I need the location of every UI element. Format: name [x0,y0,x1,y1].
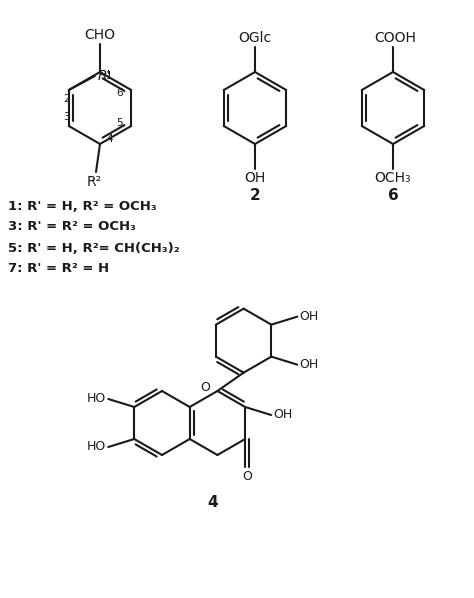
Text: 5: 5 [116,118,122,128]
Text: R': R' [98,69,111,83]
Text: OCH₃: OCH₃ [374,171,411,185]
Text: O: O [242,470,252,483]
Text: OGlc: OGlc [238,31,272,45]
Text: OH: OH [300,310,319,323]
Text: 1: R' = H, R² = OCH₃: 1: R' = H, R² = OCH₃ [8,200,156,212]
Text: OH: OH [245,171,265,185]
Text: 7: R' = R² = H: 7: R' = R² = H [8,263,109,276]
Text: 2: 2 [250,188,260,203]
Text: OH: OH [300,358,319,371]
Text: 5: R' = H, R²= CH(CH₃)₂: 5: R' = H, R²= CH(CH₃)₂ [8,242,180,255]
Text: HO: HO [87,441,106,453]
Text: 2: 2 [64,94,70,104]
Text: 3: 3 [64,112,70,122]
Text: R²: R² [86,175,101,189]
Text: 4: 4 [107,134,113,144]
Text: OH: OH [273,408,292,422]
Text: O: O [201,381,210,394]
Text: 3: R' = R² = OCH₃: 3: R' = R² = OCH₃ [8,221,136,233]
Text: CHO: CHO [84,28,116,42]
Text: HO: HO [87,392,106,405]
Text: 4: 4 [207,495,218,510]
Text: COOH: COOH [374,31,416,45]
Text: 1: 1 [106,71,112,81]
Text: 6: 6 [388,188,398,203]
Text: 6: 6 [116,88,122,98]
